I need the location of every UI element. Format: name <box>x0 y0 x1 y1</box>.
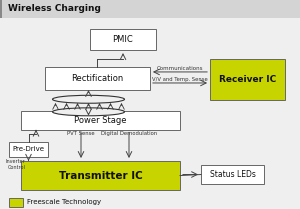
FancyBboxPatch shape <box>0 0 2 18</box>
Text: Status LEDs: Status LEDs <box>210 170 255 179</box>
Text: Digital Demodulation: Digital Demodulation <box>101 131 157 136</box>
FancyBboxPatch shape <box>9 142 48 157</box>
FancyBboxPatch shape <box>45 67 150 90</box>
Text: PVT Sense: PVT Sense <box>67 131 95 136</box>
FancyBboxPatch shape <box>210 59 285 100</box>
Text: Freescale Technology: Freescale Technology <box>27 199 101 205</box>
Text: Pre-Drive: Pre-Drive <box>13 147 44 152</box>
Text: Receiver IC: Receiver IC <box>219 75 276 84</box>
Text: Inverter
Control: Inverter Control <box>6 159 26 170</box>
Text: Rectification: Rectification <box>71 74 124 83</box>
Text: Wireless Charging: Wireless Charging <box>8 4 100 14</box>
FancyBboxPatch shape <box>21 161 180 190</box>
FancyBboxPatch shape <box>21 111 180 130</box>
FancyBboxPatch shape <box>0 0 300 18</box>
FancyBboxPatch shape <box>201 165 264 184</box>
FancyBboxPatch shape <box>90 29 156 50</box>
Text: Communications: Communications <box>157 66 203 71</box>
Ellipse shape <box>52 95 124 103</box>
Ellipse shape <box>52 108 124 116</box>
Text: PMIC: PMIC <box>112 35 134 44</box>
FancyBboxPatch shape <box>9 198 22 207</box>
Text: V/V and Temp. Sense: V/V and Temp. Sense <box>152 77 208 82</box>
Text: Transmitter IC: Transmitter IC <box>58 171 142 181</box>
Text: Power Stage: Power Stage <box>74 116 127 125</box>
